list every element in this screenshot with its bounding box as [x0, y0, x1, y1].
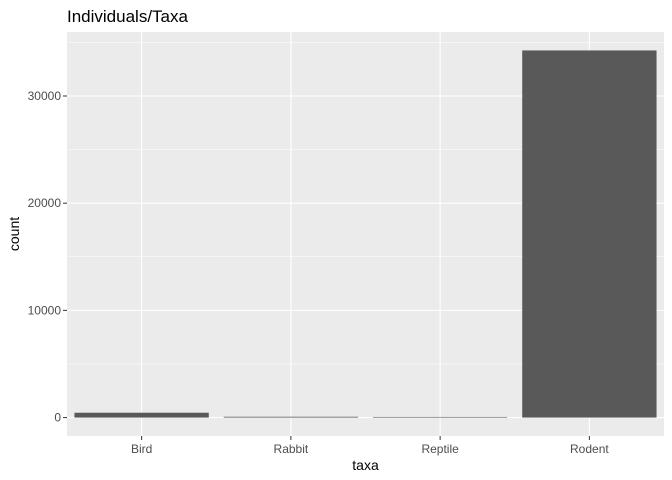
y-axis-title: count — [6, 217, 22, 251]
x-tick-label: Reptile — [421, 442, 459, 456]
y-tick-label: 10000 — [28, 303, 62, 317]
x-tick-label: Bird — [131, 442, 152, 456]
y-tick-label: 0 — [54, 411, 61, 425]
bar-rabbit — [223, 416, 359, 418]
bar-reptile — [372, 416, 508, 418]
bars — [74, 50, 657, 418]
x-axis: Bird Rabbit Reptile Rodent — [131, 436, 609, 456]
x-tick-label: Rodent — [570, 442, 609, 456]
y-tick-label: 20000 — [28, 196, 62, 210]
bar-bird — [74, 412, 209, 418]
y-tick-label: 30000 — [28, 89, 62, 103]
chart-title: Individuals/Taxa — [67, 7, 188, 26]
y-axis: 0 10000 20000 30000 — [28, 89, 67, 425]
x-tick-label: Rabbit — [274, 442, 309, 456]
x-axis-title: taxa — [352, 457, 379, 473]
bar-rodent — [522, 50, 657, 418]
